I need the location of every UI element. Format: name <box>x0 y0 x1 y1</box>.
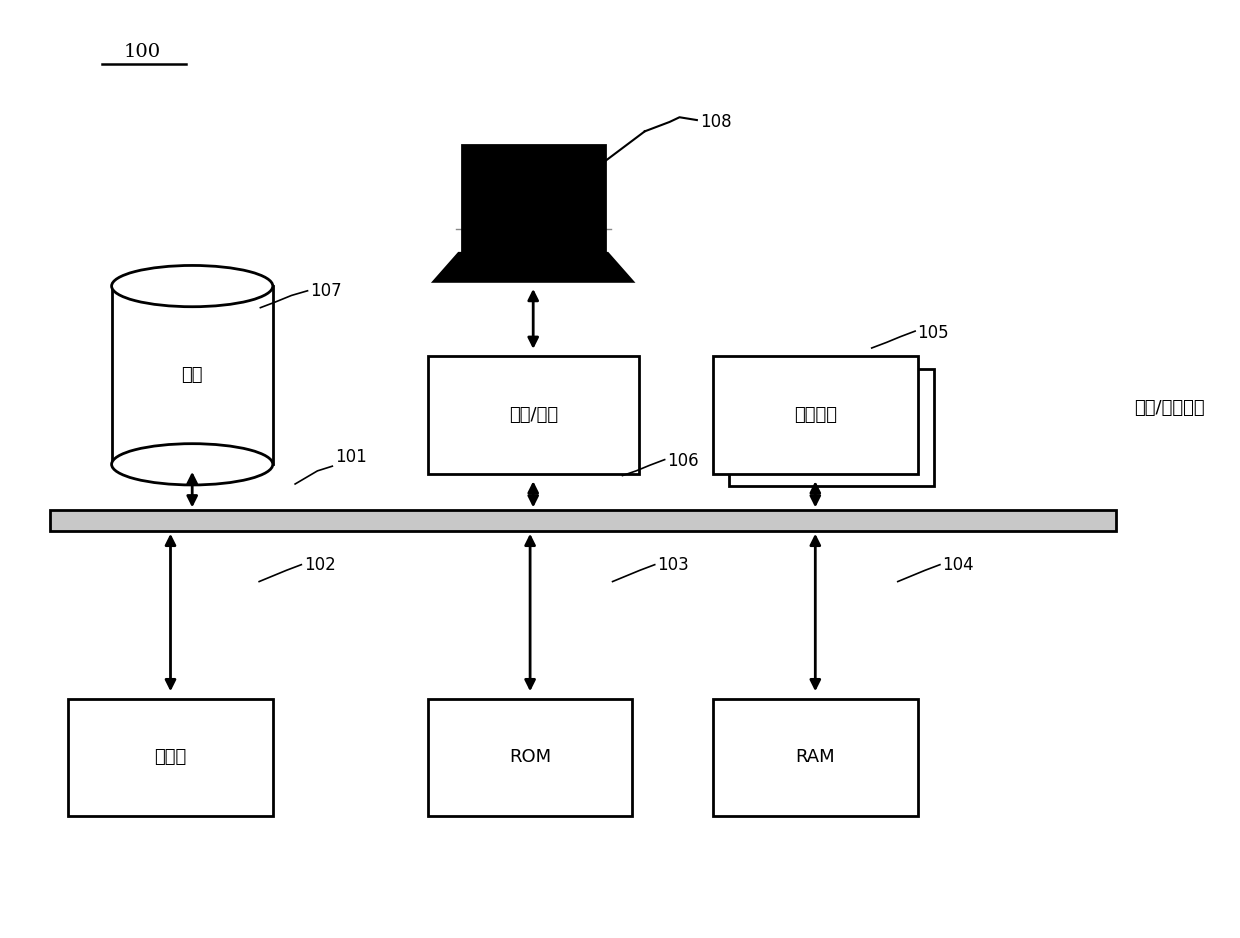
Text: 108: 108 <box>701 113 733 131</box>
Text: 104: 104 <box>942 555 975 574</box>
Bar <box>461 145 605 253</box>
Text: 输入/输出: 输入/输出 <box>508 406 558 424</box>
Ellipse shape <box>112 265 273 307</box>
Text: 106: 106 <box>667 452 699 471</box>
Text: 102: 102 <box>304 555 336 574</box>
Polygon shape <box>434 253 632 281</box>
Text: 105: 105 <box>918 324 950 342</box>
Bar <box>50 510 1116 531</box>
Text: 处理器: 处理器 <box>154 749 187 766</box>
Text: 通信端口: 通信端口 <box>794 406 837 424</box>
Bar <box>68 699 273 816</box>
Text: 硬盘: 硬盘 <box>181 366 203 385</box>
Text: 来自/去往网络: 来自/去往网络 <box>1135 399 1205 417</box>
Bar <box>713 699 918 816</box>
Ellipse shape <box>112 444 273 485</box>
Text: 103: 103 <box>657 555 689 574</box>
Bar <box>713 356 918 474</box>
Bar <box>428 699 632 816</box>
Text: ROM: ROM <box>510 749 551 766</box>
Text: 101: 101 <box>335 448 367 466</box>
Text: RAM: RAM <box>796 749 835 766</box>
Text: 100: 100 <box>124 42 161 61</box>
Bar <box>729 369 934 486</box>
Bar <box>112 286 273 464</box>
Bar <box>428 356 639 474</box>
Text: 107: 107 <box>310 281 342 300</box>
